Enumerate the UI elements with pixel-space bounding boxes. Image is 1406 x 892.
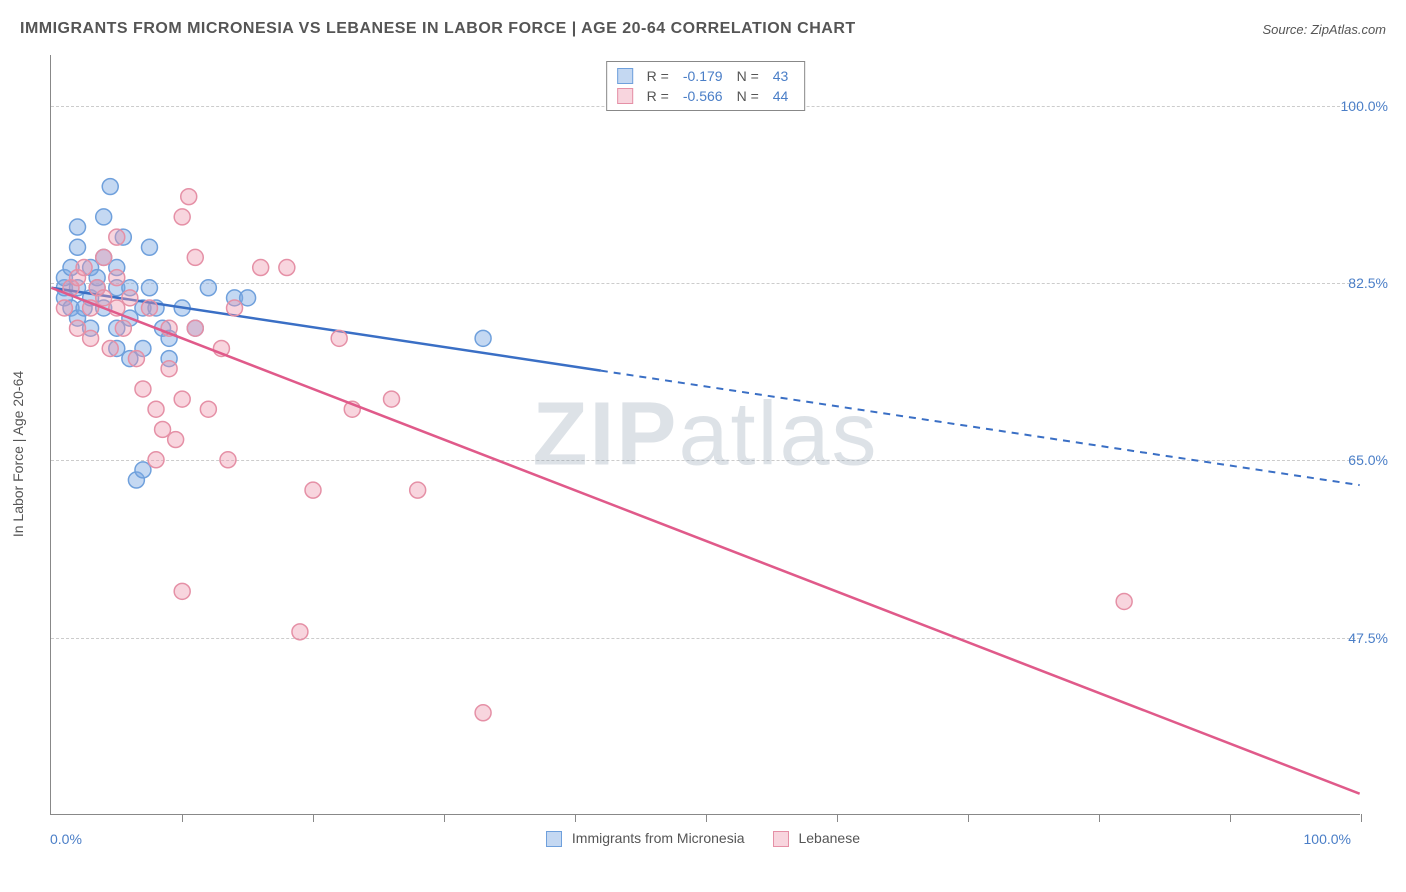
- legend-row: R = -0.566 N = 44: [617, 86, 795, 106]
- scatter-point: [305, 482, 321, 498]
- x-tick: [837, 814, 838, 822]
- legend-row: R = -0.179 N = 43: [617, 66, 795, 86]
- scatter-point: [115, 320, 131, 336]
- correlation-legend: R = -0.179 N = 43 R = -0.566 N = 44: [606, 61, 806, 111]
- scatter-point: [174, 209, 190, 225]
- scatter-point: [220, 452, 236, 468]
- scatter-point: [475, 330, 491, 346]
- chart-title: IMMIGRANTS FROM MICRONESIA VS LEBANESE I…: [20, 20, 856, 38]
- n-prefix: N =: [737, 88, 759, 104]
- series-legend: Immigrants from Micronesia Lebanese: [546, 830, 860, 847]
- x-min-label: 0.0%: [50, 831, 82, 847]
- scatter-point: [253, 260, 269, 276]
- scatter-point: [410, 482, 426, 498]
- x-tick: [313, 814, 314, 822]
- r-prefix: R =: [647, 88, 669, 104]
- scatter-point: [200, 280, 216, 296]
- scatter-point: [70, 320, 86, 336]
- scatter-point: [56, 300, 72, 316]
- scatter-point: [155, 421, 171, 437]
- r-value-s1: -0.566: [683, 88, 723, 104]
- x-tick: [1099, 814, 1100, 822]
- scatter-point: [96, 209, 112, 225]
- scatter-point: [1116, 593, 1132, 609]
- legend-item: Immigrants from Micronesia: [546, 830, 745, 847]
- scatter-point: [122, 290, 138, 306]
- scatter-point: [174, 391, 190, 407]
- chart-svg: [51, 55, 1360, 814]
- scatter-point: [174, 583, 190, 599]
- x-tick: [444, 814, 445, 822]
- source-label: Source: ZipAtlas.com: [1262, 22, 1386, 37]
- scatter-point: [227, 300, 243, 316]
- regression-line-solid: [51, 288, 1359, 794]
- legend-label: Lebanese: [798, 830, 860, 846]
- scatter-point: [135, 462, 151, 478]
- legend-item: Lebanese: [773, 830, 860, 847]
- scatter-point: [200, 401, 216, 417]
- scatter-point: [96, 290, 112, 306]
- x-tick: [968, 814, 969, 822]
- scatter-point: [96, 249, 112, 265]
- scatter-point: [161, 361, 177, 377]
- scatter-point: [148, 452, 164, 468]
- legend-swatch-s0: [617, 68, 633, 84]
- scatter-point: [83, 330, 99, 346]
- scatter-point: [384, 391, 400, 407]
- scatter-point: [70, 239, 86, 255]
- scatter-point: [141, 239, 157, 255]
- scatter-point: [181, 189, 197, 205]
- legend-swatch-s1: [617, 88, 633, 104]
- legend-swatch-b0: [546, 831, 562, 847]
- n-value-s1: 44: [773, 88, 789, 104]
- scatter-point: [70, 219, 86, 235]
- scatter-point: [240, 290, 256, 306]
- scatter-point: [135, 381, 151, 397]
- scatter-point: [102, 340, 118, 356]
- x-tick: [182, 814, 183, 822]
- scatter-point: [76, 260, 92, 276]
- scatter-point: [141, 280, 157, 296]
- scatter-point: [109, 229, 125, 245]
- x-max-label: 100.0%: [1304, 831, 1351, 847]
- scatter-point: [475, 705, 491, 721]
- legend-label: Immigrants from Micronesia: [572, 830, 745, 846]
- scatter-point: [292, 624, 308, 640]
- r-value-s0: -0.179: [683, 68, 723, 84]
- y-axis-label: In Labor Force | Age 20-64: [10, 371, 26, 537]
- scatter-point: [187, 320, 203, 336]
- x-tick: [1361, 814, 1362, 822]
- scatter-point: [331, 330, 347, 346]
- n-prefix: N =: [737, 68, 759, 84]
- x-tick: [1230, 814, 1231, 822]
- scatter-point: [148, 401, 164, 417]
- x-tick: [706, 814, 707, 822]
- legend-swatch-b1: [773, 831, 789, 847]
- n-value-s0: 43: [773, 68, 789, 84]
- scatter-point: [168, 432, 184, 448]
- x-tick: [575, 814, 576, 822]
- scatter-point: [128, 351, 144, 367]
- scatter-point: [109, 270, 125, 286]
- scatter-point: [141, 300, 157, 316]
- scatter-point: [279, 260, 295, 276]
- plot-area: ZIPatlas R = -0.179 N = 43 R = -0.566 N …: [50, 55, 1360, 815]
- scatter-point: [187, 249, 203, 265]
- r-prefix: R =: [647, 68, 669, 84]
- regression-line-dashed: [601, 371, 1360, 485]
- scatter-point: [102, 179, 118, 195]
